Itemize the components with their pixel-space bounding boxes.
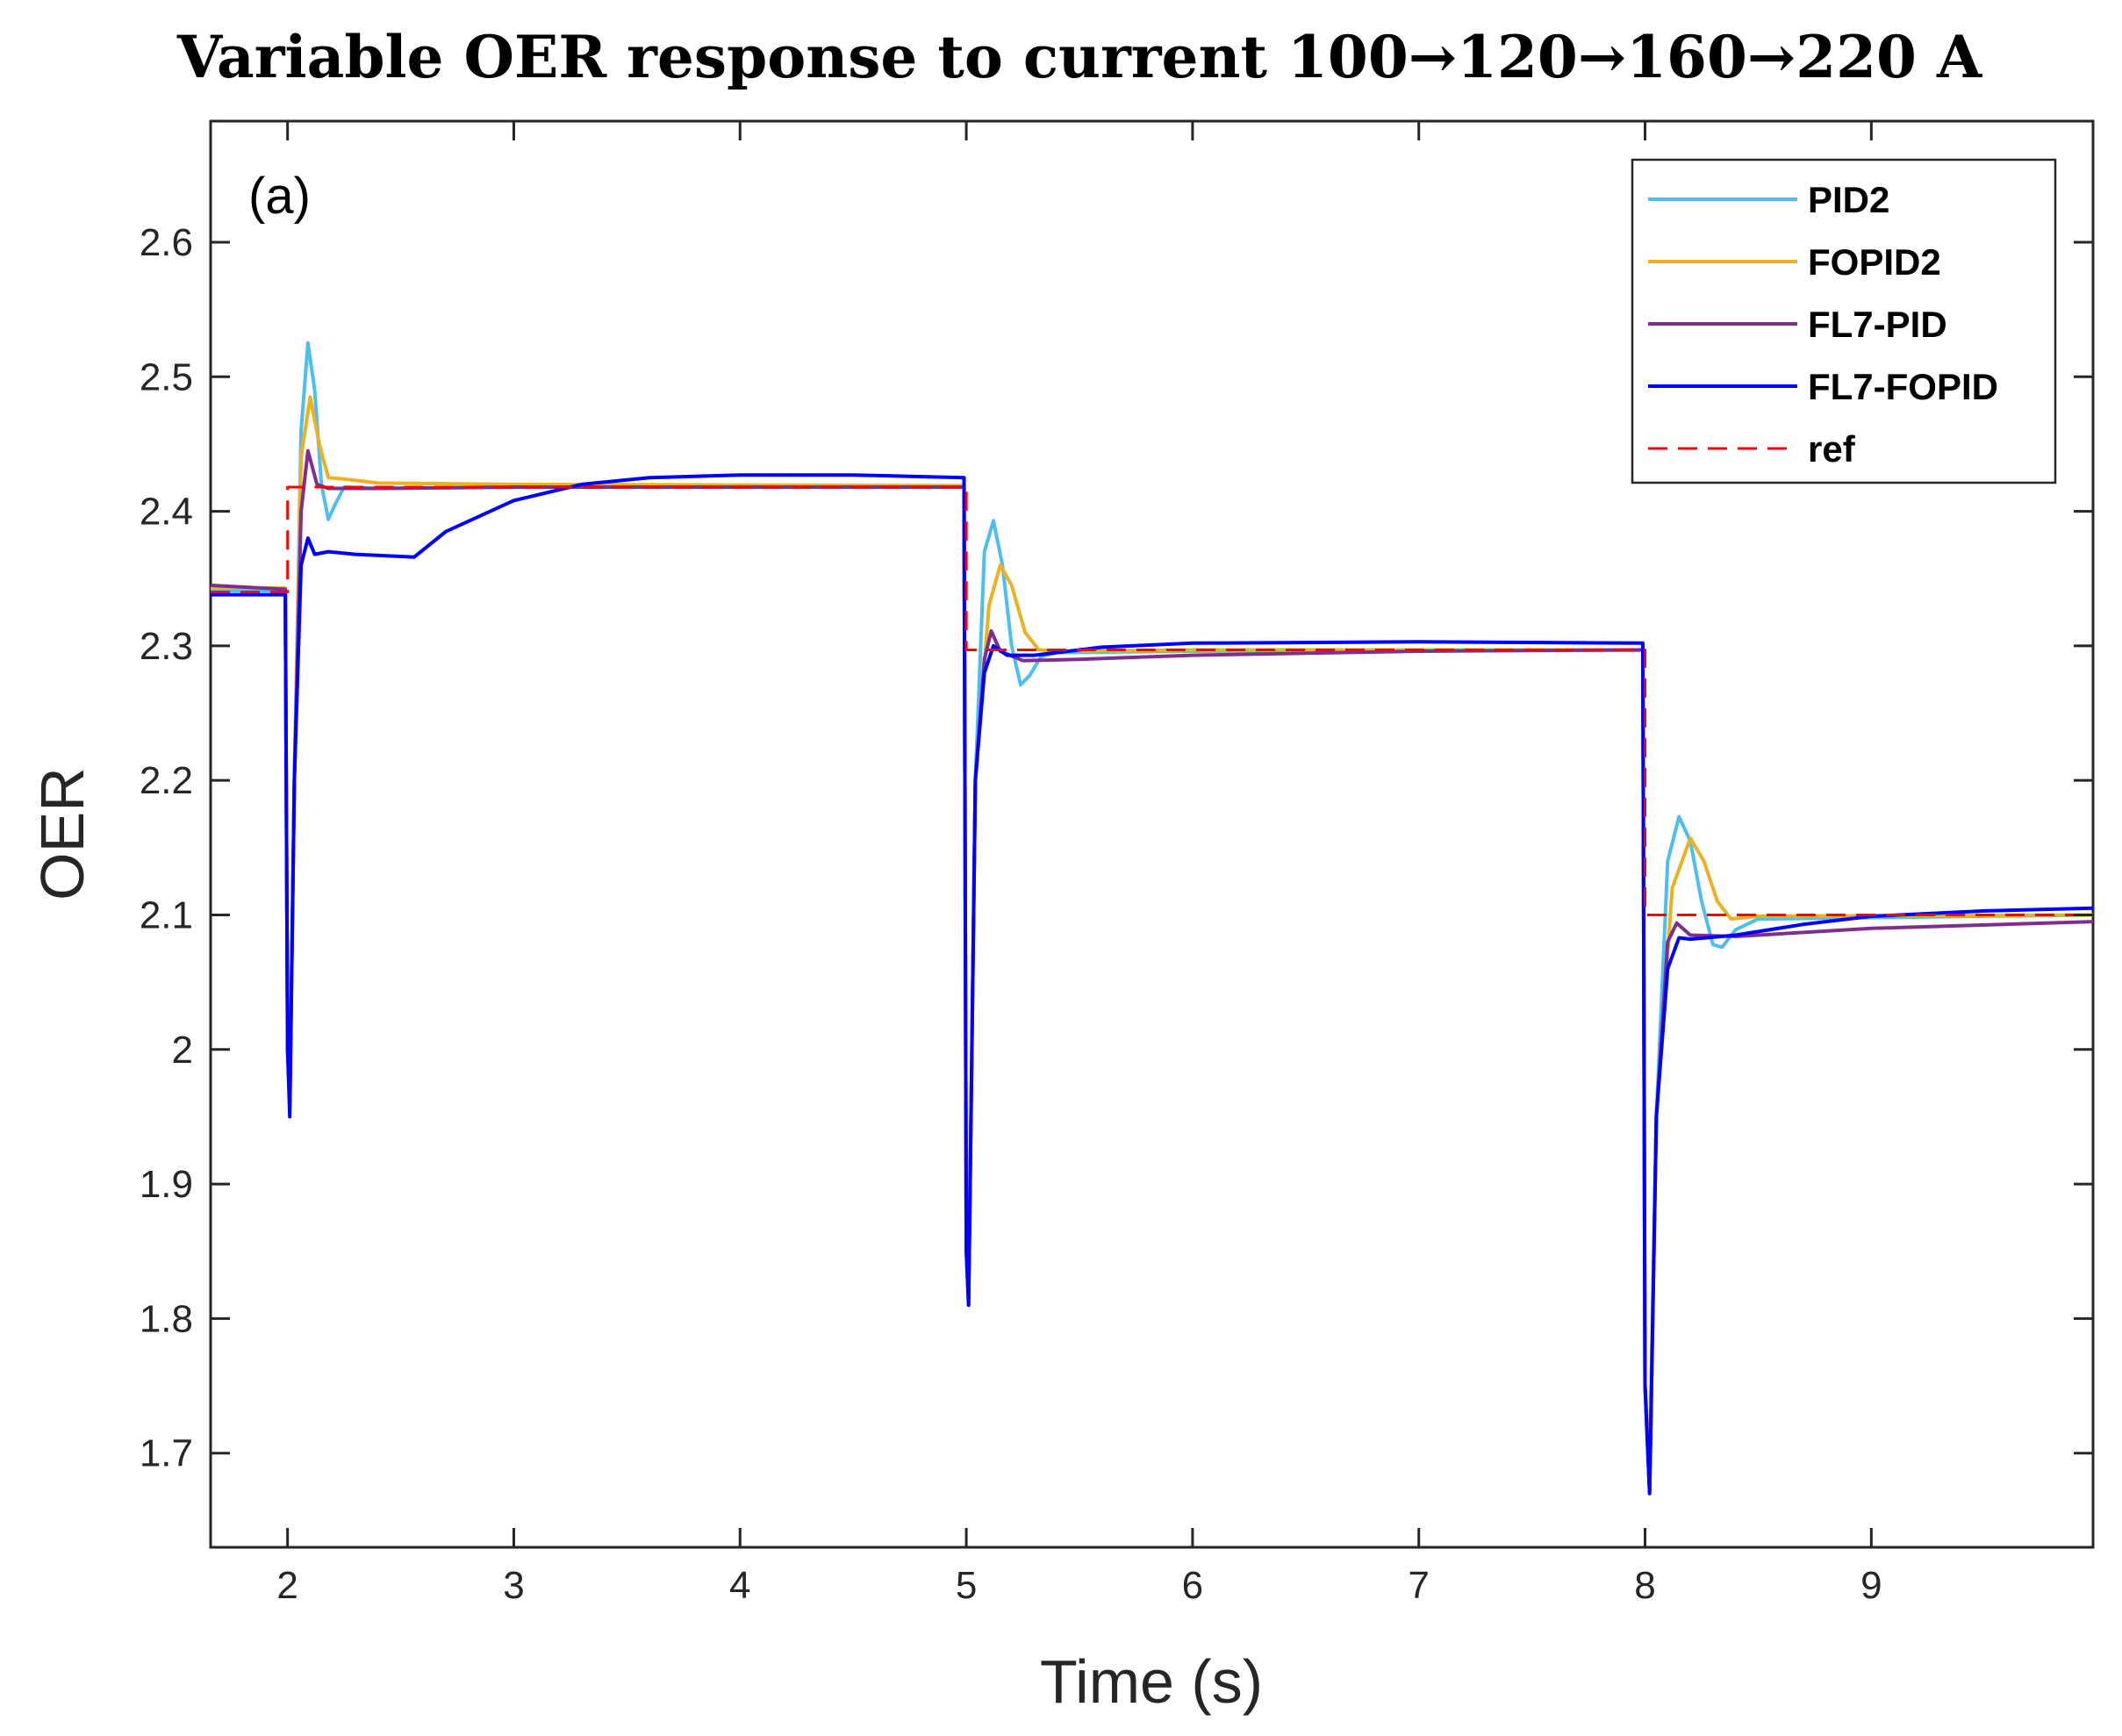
y-tick-label: 2.4 — [140, 491, 193, 534]
series-line-fl7-fopid — [211, 473, 2094, 1496]
legend: PID2 FOPID2 FL7-PID FL7-FOPID ref — [1631, 158, 2057, 484]
x-axis-label: Time (s) — [1040, 1647, 1263, 1716]
series-line-ref — [211, 485, 2093, 916]
y-tick-label: 2.1 — [140, 893, 193, 936]
chart-title: Variable OER response to current 100→120… — [176, 23, 1982, 91]
y-tick-label: 1.7 — [140, 1432, 193, 1475]
x-tick-label: 4 — [729, 1564, 750, 1607]
legend-label-pid2: PID2 — [1808, 179, 1889, 220]
legend-label-fl7-fopid: FL7-FOPID — [1808, 366, 1998, 407]
x-tick-label: 7 — [1408, 1564, 1429, 1607]
x-tick-label: 6 — [1182, 1564, 1203, 1607]
tick-layer: 2 3 4 5 6 7 8 9 1.7 1.8 1.9 2 2.1 2.2 2.3 2.4 2.5 2.6 — [140, 121, 2093, 1607]
series-line-fopid2 — [211, 395, 2094, 1468]
legend-items: PID2 FOPID2 FL7-PID FL7-FOPID ref — [1648, 179, 1998, 470]
y-axis-label: OER — [28, 767, 97, 900]
y-tick-label: 1.9 — [140, 1163, 193, 1206]
x-tick-label: 5 — [956, 1564, 977, 1607]
y-tick-label: 2.6 — [140, 221, 193, 264]
x-tick-label: 2 — [276, 1564, 298, 1607]
x-tick-label: 3 — [503, 1564, 524, 1607]
legend-label-ref: ref — [1808, 428, 1856, 470]
legend-box — [1631, 158, 2057, 484]
legend-label-fl7-pid: FL7-PID — [1808, 304, 1947, 345]
y-tick-label: 1.8 — [140, 1297, 193, 1340]
y-tick-label: 2.3 — [140, 625, 193, 668]
y-tick-label: 2.2 — [140, 759, 193, 802]
y-tick-label: 2 — [172, 1029, 193, 1072]
series-line-pid2 — [211, 341, 2094, 1468]
series-layer — [210, 341, 2094, 1496]
legend-label-fopid2: FOPID2 — [1808, 241, 1941, 283]
x-tick-label: 8 — [1634, 1564, 1655, 1607]
x-tick-label: 9 — [1860, 1564, 1882, 1607]
panel-label: (a) — [248, 168, 311, 225]
y-tick-label: 2.5 — [140, 355, 193, 398]
